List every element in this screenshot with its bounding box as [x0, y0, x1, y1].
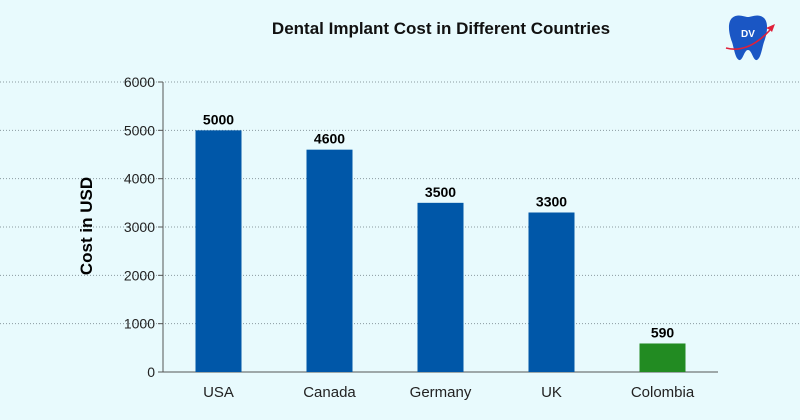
x-tick-label: UK	[541, 384, 562, 401]
y-tick-label: 3000	[124, 219, 155, 235]
x-tick-label: Colombia	[631, 384, 695, 401]
bar-germany	[417, 202, 464, 372]
y-tick-label: 6000	[124, 74, 155, 90]
data-label: 4600	[314, 131, 345, 147]
y-tick-label: 4000	[124, 171, 155, 187]
data-label: 590	[651, 324, 675, 340]
y-axis-ticks: 0 1000 2000 3000 4000 5000 6000	[124, 74, 163, 380]
y-tick-label: 5000	[124, 122, 155, 138]
bar-usa	[195, 130, 242, 372]
y-tick-label: 0	[147, 364, 155, 380]
plane-trail	[725, 29, 771, 50]
plane-shape	[766, 24, 775, 32]
y-tick-label: 2000	[124, 267, 155, 283]
x-axis-ticks: USA Canada Germany UK Colombia	[203, 384, 695, 401]
bars	[195, 130, 686, 372]
grid-lines	[0, 81, 800, 325]
y-tick-label: 1000	[124, 316, 155, 332]
bar-colombia	[639, 343, 686, 372]
data-label: 5000	[203, 111, 234, 127]
bar-canada	[306, 149, 353, 372]
tooth-plane-icon: DV	[725, 15, 775, 61]
x-tick-label: Germany	[410, 384, 472, 401]
chart-title: Dental Implant Cost in Different Countri…	[272, 19, 610, 38]
logo-text: DV	[741, 29, 755, 40]
x-tick-label: Canada	[303, 384, 356, 401]
data-labels: 5000 4600 3500 3300 590	[203, 111, 674, 340]
data-label: 3300	[536, 194, 567, 210]
y-axis-label: Cost in USD	[77, 177, 96, 275]
x-tick-label: USA	[203, 384, 234, 401]
bar-uk	[528, 212, 575, 372]
data-label: 3500	[425, 184, 456, 200]
